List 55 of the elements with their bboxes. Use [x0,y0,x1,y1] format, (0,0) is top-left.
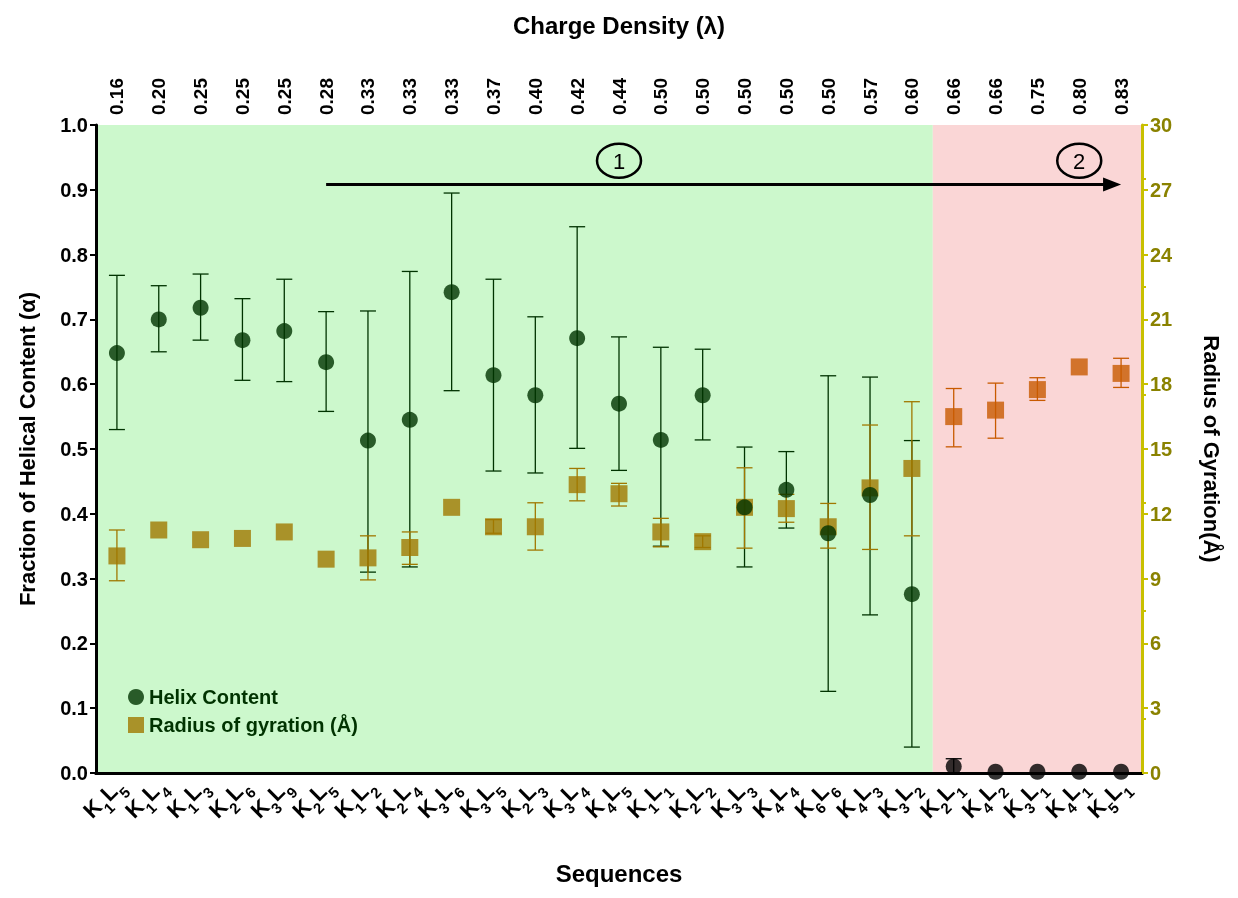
y-tick-label: 0.5 [60,438,88,460]
text: 0.33 [441,78,463,115]
y2-tick-label: 12 [1150,502,1173,525]
text: 0.20 [148,78,170,115]
y2-tick-label: 21 [1150,308,1173,331]
x-axis-title: Sequences [555,859,683,887]
y2-tick-label: 15 [1150,438,1173,460]
text: 0.50 [775,78,797,115]
annotation: 1 [612,148,626,174]
text: 0.83 [1110,78,1132,115]
x2-axis-title: Charge Density (λ) [512,11,726,39]
y2-tick-label: 24 [1150,243,1174,266]
y2-tick-label: 3 [1150,697,1162,720]
y-tick-label: 0.2 [60,632,88,655]
text: 0.37 [482,78,504,115]
text: 0.60 [901,78,923,115]
text: 0.33 [357,78,379,115]
text: 0.66 [985,78,1007,115]
text: 0.33 [399,78,421,115]
text: 0.80 [1068,78,1090,115]
legend-label: Radius of gyration (Å) [149,713,358,736]
y2-tick-label: 27 [1150,178,1173,201]
text: 0.50 [817,78,839,115]
text: 0.40 [524,78,546,115]
y-tick-label: 0.1 [60,697,88,720]
text: 0.50 [692,78,714,115]
y2-tick-label: 30 [1150,114,1173,136]
text: 0.50 [734,78,756,115]
y-tick-label: 0.4 [60,502,89,525]
text: 0.28 [315,78,337,115]
text: 0.66 [943,78,965,115]
text: 0.42 [566,78,588,115]
y2-axis-title: Radius of Gyration(Å) [1198,335,1225,563]
y2-tick-label: 18 [1150,373,1173,396]
text: 0.75 [1026,77,1048,115]
y-tick-label: 0.9 [60,178,88,201]
text: 0.50 [650,78,672,115]
text: 0.16 [106,78,128,115]
text: 0.57 [859,78,881,115]
annotation: 2 [1073,148,1086,174]
y-tick-label: 0.3 [60,567,88,590]
y-tick-label: 0.7 [60,308,88,331]
text: 0.25 [190,77,212,115]
legend-label: Helix Content [149,686,279,708]
text: 0.25 [273,77,295,115]
y-tick-label: 1.0 [60,114,88,136]
y2-tick-label: 0 [1150,762,1162,784]
y2-tick-label: 9 [1150,567,1162,590]
y-tick-label: 0.0 [60,762,88,784]
y-axis-title: Fraction of Helical Content (α) [14,291,40,607]
text: 0.25 [231,77,253,115]
y-tick-label: 0.6 [60,373,88,396]
y-tick-label: 0.8 [60,243,88,266]
text: 0.44 [608,77,630,115]
y2-tick-label: 6 [1150,632,1162,655]
